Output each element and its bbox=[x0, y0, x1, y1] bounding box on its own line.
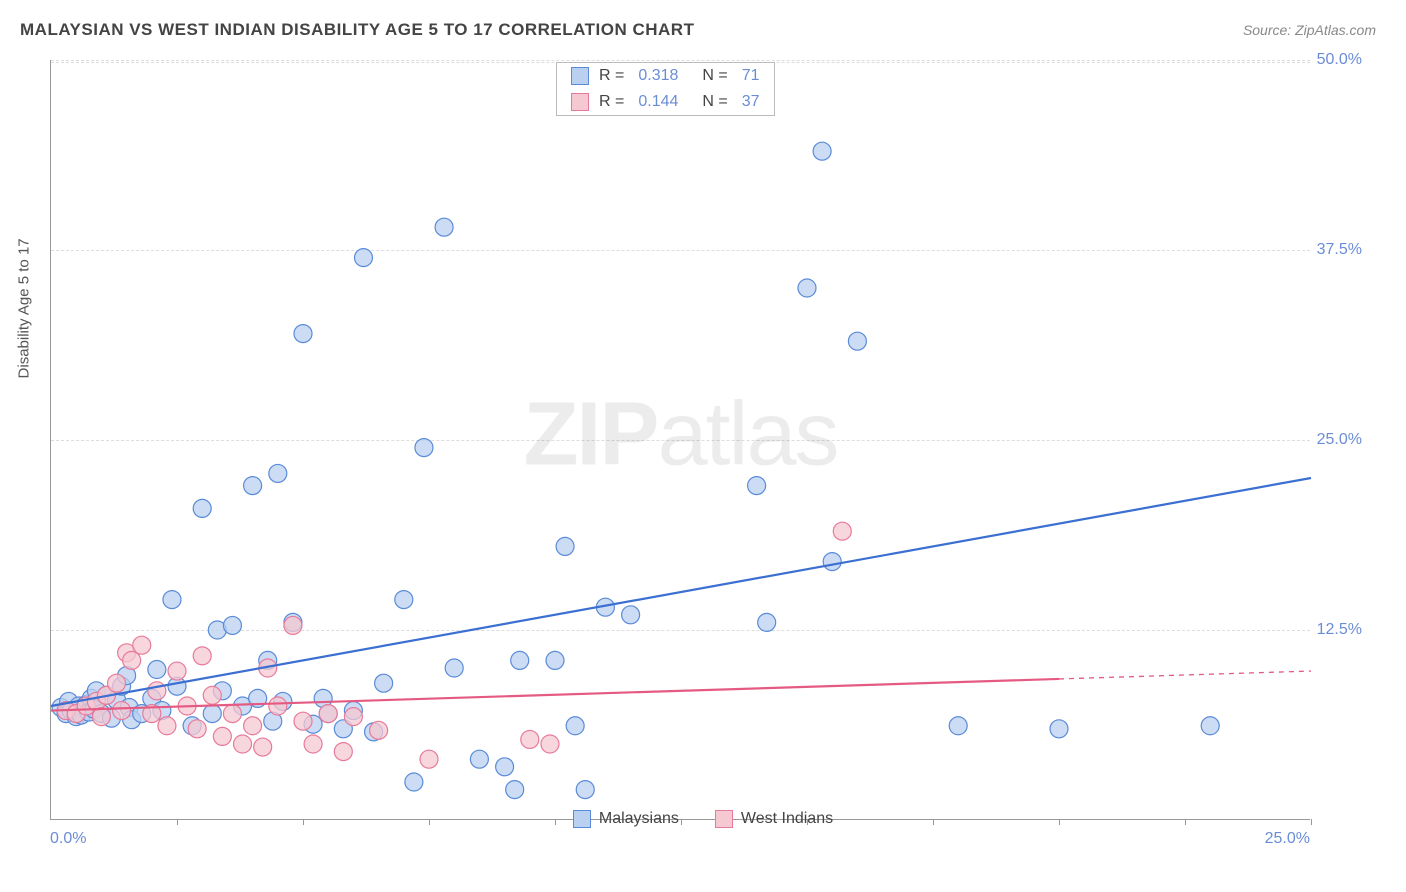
data-point bbox=[833, 522, 851, 540]
trend-line-dashed bbox=[1059, 671, 1311, 679]
trend-line bbox=[51, 679, 1059, 711]
data-point bbox=[158, 717, 176, 735]
data-point bbox=[823, 553, 841, 571]
r-value: 0.318 bbox=[638, 67, 678, 85]
chart-title: MALAYSIAN VS WEST INDIAN DISABILITY AGE … bbox=[20, 20, 694, 40]
data-point bbox=[496, 758, 514, 776]
legend-stat-row: R = 0.318 N = 71 bbox=[557, 63, 774, 89]
data-point bbox=[556, 537, 574, 555]
data-point bbox=[1201, 717, 1219, 735]
plot-area: ZIPatlas R =0.318N =71R =0.144N =37 bbox=[50, 60, 1310, 820]
data-point bbox=[269, 464, 287, 482]
series-legend: Malaysians West Indians bbox=[0, 810, 1406, 833]
data-point bbox=[244, 717, 262, 735]
data-point bbox=[319, 705, 337, 723]
data-point bbox=[223, 705, 241, 723]
data-point bbox=[949, 717, 967, 735]
data-point bbox=[566, 717, 584, 735]
legend-swatch bbox=[573, 810, 591, 828]
data-point bbox=[405, 773, 423, 791]
legend-swatch bbox=[571, 67, 589, 85]
data-point bbox=[622, 606, 640, 624]
data-point bbox=[445, 659, 463, 677]
legend-label: West Indians bbox=[741, 810, 833, 828]
data-point bbox=[511, 651, 529, 669]
data-point bbox=[344, 708, 362, 726]
correlation-legend: R = 0.318 N = 71 R = 0.144 N = 37 bbox=[556, 62, 775, 116]
data-point bbox=[234, 735, 252, 753]
data-point bbox=[1050, 720, 1068, 738]
data-point bbox=[193, 499, 211, 517]
data-point bbox=[203, 705, 221, 723]
legend-stat-row: R = 0.144 N = 37 bbox=[557, 89, 774, 115]
data-point bbox=[375, 674, 393, 692]
data-point bbox=[506, 781, 524, 799]
y-tick-labels: 12.5%25.0%37.5%50.0% bbox=[1310, 60, 1370, 820]
data-point bbox=[168, 662, 186, 680]
data-point bbox=[294, 712, 312, 730]
data-point bbox=[284, 616, 302, 634]
data-point bbox=[193, 647, 211, 665]
data-point bbox=[223, 616, 241, 634]
data-point bbox=[435, 218, 453, 236]
data-point bbox=[188, 720, 206, 738]
data-point bbox=[470, 750, 488, 768]
data-point bbox=[269, 697, 287, 715]
data-point bbox=[108, 674, 126, 692]
plot-container: Disability Age 5 to 17 ZIPatlas R =0.318… bbox=[50, 60, 1370, 820]
legend-swatch bbox=[571, 93, 589, 111]
y-tick-label: 50.0% bbox=[1317, 51, 1362, 69]
data-point bbox=[304, 735, 322, 753]
n-label: N = bbox=[702, 93, 727, 111]
data-point bbox=[163, 591, 181, 609]
data-point bbox=[354, 249, 372, 267]
data-point bbox=[758, 613, 776, 631]
chart-header: MALAYSIAN VS WEST INDIAN DISABILITY AGE … bbox=[0, 0, 1406, 50]
data-point bbox=[370, 721, 388, 739]
y-tick-label: 12.5% bbox=[1317, 621, 1362, 639]
legend-item: Malaysians bbox=[573, 810, 679, 828]
data-point bbox=[798, 279, 816, 297]
data-point bbox=[748, 477, 766, 495]
source-label: Source: ZipAtlas.com bbox=[1243, 22, 1376, 38]
r-label: R = bbox=[599, 67, 624, 85]
legend-label: Malaysians bbox=[599, 810, 679, 828]
data-point bbox=[123, 651, 141, 669]
legend-item: West Indians bbox=[715, 810, 833, 828]
data-point bbox=[148, 661, 166, 679]
data-point bbox=[546, 651, 564, 669]
scatter-svg bbox=[51, 60, 1311, 820]
data-point bbox=[92, 708, 110, 726]
data-point bbox=[813, 142, 831, 160]
data-point bbox=[420, 750, 438, 768]
n-value: 71 bbox=[742, 67, 760, 85]
data-point bbox=[334, 743, 352, 761]
r-value: 0.144 bbox=[638, 93, 678, 111]
y-axis-title: Disability Age 5 to 17 bbox=[16, 238, 33, 378]
data-point bbox=[113, 702, 131, 720]
r-label: R = bbox=[599, 93, 624, 111]
data-point bbox=[148, 682, 166, 700]
n-value: 37 bbox=[742, 93, 760, 111]
legend-swatch bbox=[715, 810, 733, 828]
data-point bbox=[254, 738, 272, 756]
data-point bbox=[576, 781, 594, 799]
data-point bbox=[213, 727, 231, 745]
n-label: N = bbox=[702, 67, 727, 85]
y-tick-label: 25.0% bbox=[1317, 431, 1362, 449]
y-tick-label: 37.5% bbox=[1317, 241, 1362, 259]
data-point bbox=[848, 332, 866, 350]
trend-line bbox=[51, 478, 1311, 706]
data-point bbox=[415, 439, 433, 457]
data-point bbox=[294, 325, 312, 343]
data-point bbox=[203, 686, 221, 704]
data-point bbox=[133, 636, 151, 654]
data-point bbox=[244, 477, 262, 495]
data-point bbox=[541, 735, 559, 753]
data-point bbox=[521, 730, 539, 748]
data-point bbox=[395, 591, 413, 609]
